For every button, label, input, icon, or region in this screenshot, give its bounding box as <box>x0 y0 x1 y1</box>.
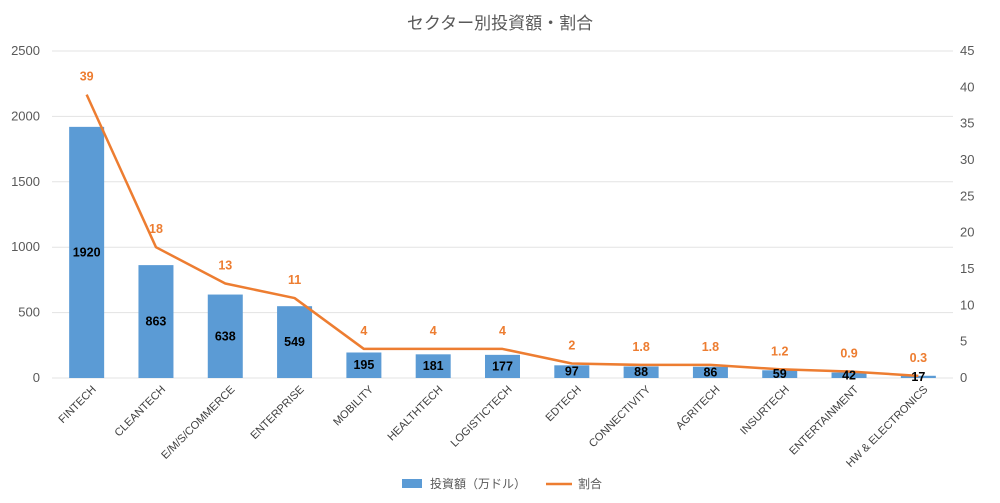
y-left-tick-label: 1000 <box>11 239 40 254</box>
bar <box>900 375 936 378</box>
y-left-tick-label: 1500 <box>11 174 40 189</box>
bar-data-label: 59 <box>773 367 787 381</box>
bar <box>831 372 867 378</box>
legend: 投資額（万ドル） 割合 <box>402 476 602 491</box>
bar-data-label: 88 <box>634 365 648 379</box>
bar-data-label: 42 <box>842 368 856 382</box>
category-label: CLEANTECH <box>112 384 168 440</box>
category-label: HW & ELECTRONICS <box>844 384 930 470</box>
bar <box>692 366 728 378</box>
y-right-tick-label: 10 <box>960 297 974 312</box>
bar <box>69 126 105 378</box>
bar <box>277 306 313 378</box>
category-label: AGRITECH <box>674 384 723 433</box>
y-right-tick-label: 35 <box>960 116 974 131</box>
bar-data-label: 97 <box>565 365 579 379</box>
y-right-tick-label: 15 <box>960 261 974 276</box>
bar <box>138 265 174 378</box>
legend-bar-swatch <box>402 479 422 488</box>
category-label: ENTERTAINMENT <box>787 383 861 457</box>
line-data-label: 1.8 <box>632 340 649 354</box>
line-data-label: 2 <box>568 338 575 352</box>
line-data-label: 0.9 <box>840 346 857 360</box>
line-data-label: 4 <box>499 324 506 338</box>
category-label: CONNECTIVITY <box>587 383 654 450</box>
line-data-label: 18 <box>149 222 163 236</box>
category-label: FINTECH <box>57 384 99 426</box>
y-right-tick-label: 25 <box>960 188 974 203</box>
category-label: E/M/S/COMMERCE <box>159 384 237 462</box>
category-label: INSURTECH <box>738 384 792 438</box>
y-left-tick-label: 2000 <box>11 108 40 123</box>
line-data-label: 4 <box>360 324 367 338</box>
chart-title: セクター別投資額・割合 <box>407 14 593 34</box>
line-data-label: 11 <box>288 273 301 287</box>
bar-data-label: 181 <box>423 359 444 373</box>
bar <box>485 354 520 378</box>
line-data-label: 4 <box>430 324 437 338</box>
line-data-label: 0.3 <box>910 351 927 365</box>
bar <box>346 352 382 378</box>
y-right-tick-label: 20 <box>960 225 974 240</box>
line-data-label: 39 <box>80 70 94 84</box>
bar-data-label: 86 <box>703 365 717 379</box>
category-label: LOGISTICTECH <box>449 384 515 450</box>
category-label: MOBILITY <box>331 383 376 428</box>
bar-data-label: 177 <box>492 359 513 373</box>
y-left-tick-label: 2500 <box>11 43 40 58</box>
bar <box>623 366 659 378</box>
y-right-tick-label: 45 <box>960 43 974 58</box>
bar-data-label: 549 <box>284 335 305 349</box>
bar <box>554 365 590 378</box>
category-label: EDTECH <box>543 384 584 425</box>
line-data-label: 1.2 <box>771 344 788 358</box>
y-left-tick-label: 500 <box>18 305 40 320</box>
category-label: HEALTHTECH <box>386 384 446 444</box>
category-label: ENTERPRISE <box>249 384 307 442</box>
bar <box>207 294 243 378</box>
bar-data-label: 195 <box>353 358 374 372</box>
legend-line-label: 割合 <box>578 476 602 491</box>
bar-data-label: 863 <box>146 315 167 329</box>
bar <box>415 354 451 378</box>
y-right-tick-label: 40 <box>960 79 974 94</box>
y-right-tick-label: 0 <box>960 370 967 385</box>
line-data-label: 13 <box>218 259 232 273</box>
bar-data-label: 638 <box>215 329 236 343</box>
bar-data-label: 1920 <box>73 245 101 259</box>
y-left-tick-label: 0 <box>33 370 40 385</box>
y-right-tick-label: 5 <box>960 334 967 349</box>
bar <box>762 370 798 378</box>
y-right-tick-label: 30 <box>960 152 974 167</box>
legend-bar-label: 投資額（万ドル） <box>430 476 526 491</box>
bar-data-label: 17 <box>911 370 925 384</box>
line-data-label: 1.8 <box>702 340 719 354</box>
